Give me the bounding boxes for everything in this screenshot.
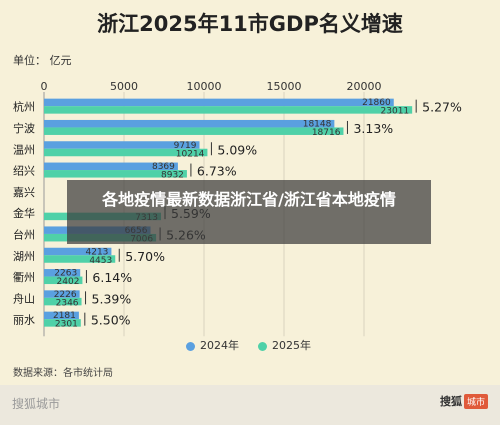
growth-label-7: 5.70% xyxy=(125,249,165,264)
category-label-9: 舟山 xyxy=(13,291,35,305)
x-tick-5000: 5000 xyxy=(110,80,138,93)
value-2024-1: 18148 xyxy=(303,119,332,129)
growth-label-10: 5.50% xyxy=(91,313,131,328)
chart-title: 浙江2025年11市GDP名义增速 xyxy=(97,12,403,36)
footer-badge: 城市 xyxy=(463,394,488,409)
category-label-1: 宁波 xyxy=(13,121,35,135)
growth-label-8: 6.14% xyxy=(92,270,132,285)
source-label: 数据来源：各市统计局 xyxy=(13,368,113,379)
bar-2025-0 xyxy=(44,106,413,114)
x-tick-10000: 10000 xyxy=(187,80,222,93)
bar-2024-2 xyxy=(44,141,200,149)
bar-2024-9 xyxy=(44,290,80,298)
bar-2025-3 xyxy=(44,170,187,178)
bar-2024-0 xyxy=(44,98,394,107)
value-2025-2: 10214 xyxy=(176,149,205,159)
legend-label-2025: 2025年 xyxy=(272,339,311,352)
footer-brand-left[interactable]: 搜狐城市 xyxy=(12,397,61,411)
bar-2025-7 xyxy=(44,255,116,263)
value-2024-0: 21860 xyxy=(362,98,391,108)
category-label-3: 绍兴 xyxy=(13,164,35,178)
value-2025-0: 23011 xyxy=(381,107,410,117)
legend-dot-2025 xyxy=(258,341,267,351)
category-label-2: 温州 xyxy=(13,143,35,156)
value-2024-8: 2263 xyxy=(54,269,77,279)
legend-label-2024: 2024年 xyxy=(200,339,239,352)
bar-2024-7 xyxy=(44,247,112,256)
bar-2025-9 xyxy=(44,297,82,306)
value-2025-8: 2402 xyxy=(57,277,80,287)
bar-2025-10 xyxy=(44,319,81,327)
banner-text[interactable]: 各地疫情最新数据浙江省/浙江省本地疫情 xyxy=(102,190,396,209)
x-tick-15000: 15000 xyxy=(267,80,302,93)
legend-2025: 2025年 xyxy=(258,337,311,353)
bar-2024-10 xyxy=(44,311,79,320)
x-tick-20000: 20000 xyxy=(347,80,382,93)
value-2025-1: 18716 xyxy=(312,128,341,138)
category-label-10: 丽水 xyxy=(13,314,35,327)
bar-2025-1 xyxy=(44,127,344,135)
value-2025-3: 8932 xyxy=(161,171,184,181)
bar-2025-2 xyxy=(44,148,208,157)
x-tick-0: 0 xyxy=(41,80,48,93)
footer: 搜狐城市 搜狐 城市 xyxy=(0,385,500,425)
category-label-4: 嘉兴 xyxy=(13,185,35,199)
bar-2024-3 xyxy=(44,162,178,171)
growth-label-3: 6.73% xyxy=(197,164,237,179)
value-2024-10: 2181 xyxy=(53,311,76,321)
bar-2024-1 xyxy=(44,119,335,128)
bar-2025-8 xyxy=(44,276,83,285)
bar-2024-8 xyxy=(44,269,81,277)
unit-label: 单位： 亿元 xyxy=(13,54,72,67)
news-banner[interactable]: 各地疫情最新数据浙江省/浙江省本地疫情 xyxy=(67,180,431,244)
value-2024-3: 8369 xyxy=(152,162,175,172)
growth-label-1: 3.13% xyxy=(353,121,393,136)
footer-brand-right[interactable]: 搜狐 城市 xyxy=(440,393,488,409)
legend: 2024年 xyxy=(186,337,239,353)
category-label-5: 金华 xyxy=(13,206,35,220)
value-2025-9: 2346 xyxy=(56,298,79,308)
category-label-0: 杭州 xyxy=(13,100,35,114)
category-label-6: 台州 xyxy=(13,227,35,241)
value-2025-7: 4453 xyxy=(89,256,112,266)
x-tick-labels: 0 5000 10000 15000 20000 xyxy=(41,80,382,93)
value-2024-2: 9719 xyxy=(174,141,197,151)
growth-label-9: 5.39% xyxy=(92,291,132,306)
value-2024-7: 4213 xyxy=(86,247,109,257)
footer-brand-text: 搜狐 xyxy=(439,395,462,408)
category-label-7: 湖州 xyxy=(13,250,35,263)
growth-label-0: 5.27% xyxy=(422,100,462,115)
legend-dot-2024 xyxy=(186,341,195,351)
growth-label-2: 5.09% xyxy=(217,142,257,157)
value-2025-10: 2301 xyxy=(55,320,78,330)
category-label-8: 衢州 xyxy=(13,271,35,284)
value-2024-9: 2226 xyxy=(54,290,77,300)
